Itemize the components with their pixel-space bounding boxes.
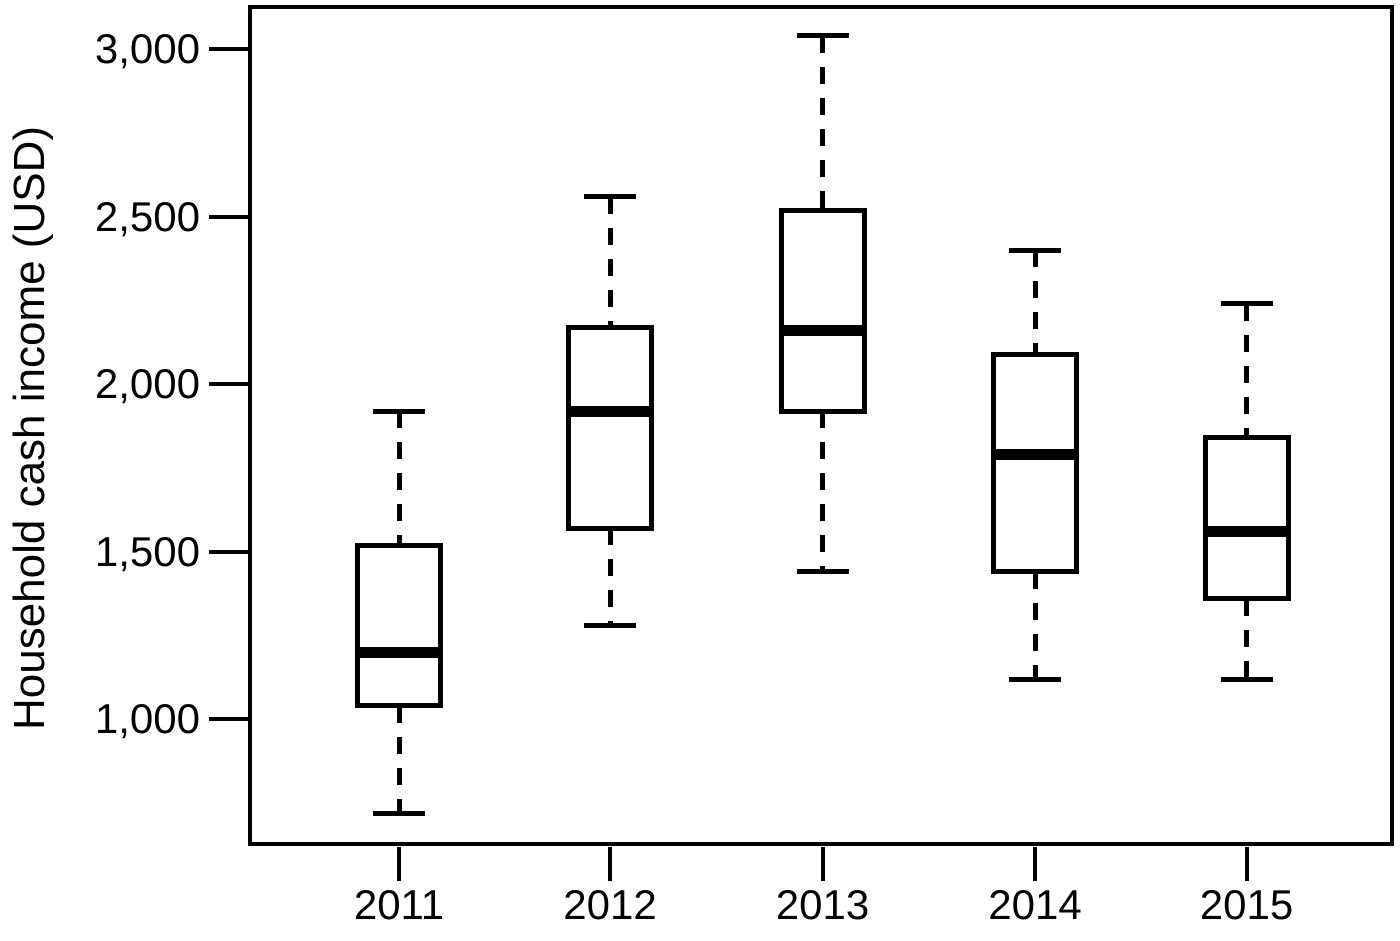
lower-whisker-cap-2012 [584, 623, 636, 628]
x-tick-2014 [1033, 847, 1037, 881]
y-axis-title: Household cash income (USD) [5, 125, 54, 731]
upper-whisker-cap-2011 [373, 408, 425, 414]
upper-whisker-cap-2012 [584, 194, 636, 200]
iqr-box-2012 [566, 324, 654, 531]
y-tick-3000 [209, 47, 249, 52]
x-tick-2011 [397, 847, 401, 881]
lower-whisker-2014 [1032, 571, 1038, 680]
x-tick-2013 [820, 847, 825, 881]
median-line-2011 [357, 646, 441, 658]
lower-whisker-2012 [607, 528, 613, 626]
upper-whisker-cap-2013 [796, 33, 849, 39]
y-tick-label-2500: 2,500 [94, 192, 200, 240]
y-tick-2500 [209, 214, 249, 219]
x-tick-label-2015: 2015 [1199, 881, 1294, 928]
y-tick-label-1000: 1,000 [94, 695, 200, 743]
upper-whisker-2015 [1244, 303, 1249, 438]
lower-whisker-cap-2013 [796, 569, 849, 575]
lower-whisker-cap-2015 [1220, 676, 1273, 682]
x-tick-2012 [608, 847, 612, 881]
x-tick-label-2011: 2011 [353, 881, 445, 928]
upper-whisker-cap-2015 [1220, 301, 1273, 307]
y-tick-1500 [209, 549, 249, 554]
lower-whisker-2011 [396, 705, 402, 814]
iqr-box-2011 [355, 542, 443, 709]
y-tick-label-1500: 1,500 [94, 527, 200, 575]
upper-whisker-2012 [607, 196, 613, 328]
median-line-2015 [1204, 526, 1289, 538]
upper-whisker-2013 [820, 35, 825, 211]
lower-whisker-2013 [820, 411, 825, 572]
x-tick-label-2012: 2012 [563, 881, 657, 928]
iqr-box-2014 [991, 351, 1079, 575]
upper-whisker-cap-2014 [1009, 247, 1061, 253]
median-line-2013 [780, 325, 865, 337]
upper-whisker-2014 [1032, 250, 1038, 355]
median-line-2012 [568, 405, 652, 417]
y-tick-2000 [209, 382, 249, 387]
iqr-box-2013 [778, 207, 867, 414]
y-tick-label-3000: 3,000 [94, 25, 200, 73]
lower-whisker-2015 [1244, 598, 1249, 680]
x-tick-label-2014: 2014 [988, 881, 1082, 928]
y-tick-1000 [209, 717, 249, 722]
x-tick-label-2013: 2013 [775, 881, 870, 928]
lower-whisker-cap-2011 [373, 810, 425, 816]
x-tick-2015 [1244, 847, 1249, 881]
median-line-2014 [993, 449, 1077, 461]
upper-whisker-2011 [396, 411, 402, 546]
lower-whisker-cap-2014 [1009, 676, 1061, 682]
y-tick-label-2000: 2,000 [94, 360, 200, 408]
iqr-box-2015 [1202, 435, 1291, 602]
